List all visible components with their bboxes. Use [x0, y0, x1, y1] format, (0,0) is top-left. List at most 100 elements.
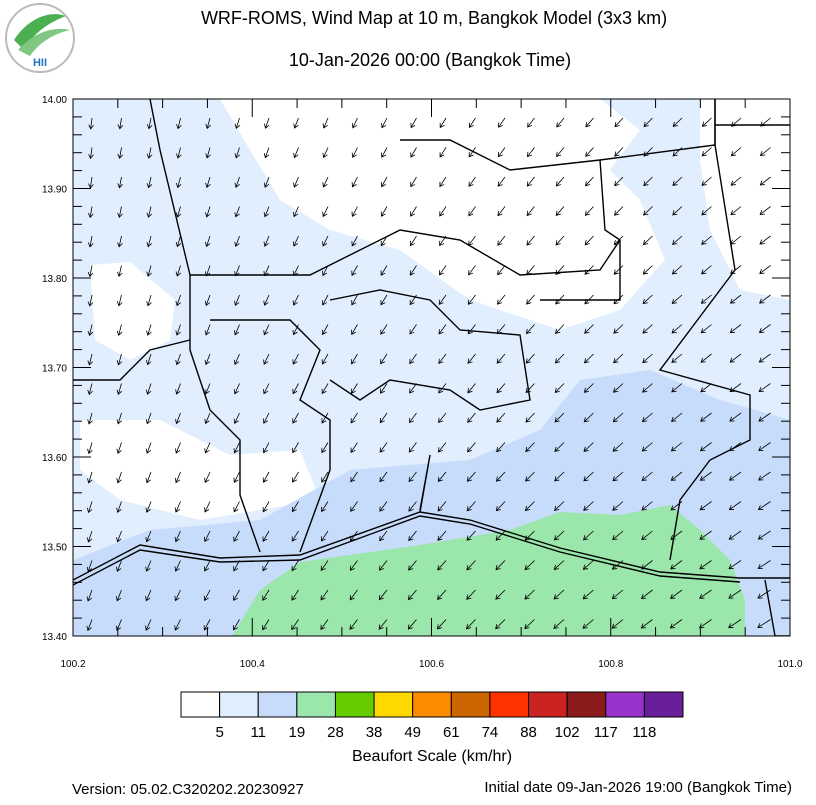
wind-arrow: [467, 324, 476, 335]
wind-arrow: [466, 619, 476, 630]
colorbar-tick-label: 49: [404, 724, 421, 741]
wind-arrow: [409, 353, 417, 365]
logo-text: HII: [33, 57, 47, 69]
wind-arrow: [641, 530, 653, 541]
wind-arrow: [584, 265, 594, 275]
wind-arrow: [175, 235, 182, 248]
colorbar-tick-label: 5: [215, 724, 223, 741]
wind-arrow: [381, 147, 388, 158]
wind-arrow: [262, 471, 270, 483]
wind-arrow: [175, 353, 181, 366]
wind-arrow: [87, 324, 94, 337]
wind-arrow: [349, 589, 358, 601]
wind-arrow: [642, 383, 653, 393]
wind-arrow: [175, 206, 182, 218]
wind-arrow: [145, 383, 152, 395]
wind-arrow: [117, 265, 123, 278]
wind-arrow: [526, 294, 535, 305]
wind-arrow: [730, 206, 742, 216]
wind-arrow: [640, 589, 653, 600]
colorbar-box: [450, 691, 491, 718]
wind-arrow: [585, 176, 594, 187]
wind-arrow: [495, 471, 506, 482]
colorbar-label: Beaufort Scale (km/hr): [352, 748, 512, 765]
wind-arrow: [116, 412, 122, 425]
wind-arrow: [409, 383, 417, 394]
wind-arrow: [321, 294, 329, 306]
wind-arrow: [700, 265, 712, 275]
wind-arrow: [145, 442, 152, 454]
wind-arrow: [87, 383, 93, 396]
y-tick-label: 13.70: [42, 364, 67, 375]
wind-arrow: [145, 530, 152, 543]
wind-arrow: [438, 353, 447, 365]
wind-arrow: [117, 235, 123, 248]
wind-arrow: [553, 530, 565, 541]
wind-arrow: [496, 442, 506, 453]
wind-arrow: [175, 442, 181, 454]
colorbar-tick-label: 117: [594, 724, 618, 741]
wind-arrow: [351, 353, 358, 365]
wind-arrow: [321, 324, 329, 336]
wind-arrow: [584, 206, 594, 216]
wind-arrow: [379, 442, 388, 453]
wind-arrow: [117, 206, 123, 219]
wind-arrow: [672, 235, 683, 245]
wind-arrow: [698, 619, 712, 629]
wind-arrow: [757, 589, 771, 599]
wind-arrow: [87, 412, 93, 425]
colorbar-tick-label: 38: [366, 724, 383, 741]
wind-arrow: [554, 471, 565, 482]
wind-arrow: [439, 147, 447, 158]
wind-arrow: [700, 412, 712, 422]
wind-arrow: [87, 235, 94, 248]
wind-arrow: [467, 353, 476, 364]
wind-arrow: [176, 147, 182, 159]
wind-arrow: [322, 265, 329, 277]
wind-arrow: [699, 442, 712, 452]
wind-arrow: [234, 176, 240, 189]
wind-arrow: [291, 501, 299, 513]
wind-arrow: [671, 412, 683, 422]
wind-arrow: [292, 471, 299, 483]
wind-arrow: [642, 235, 653, 246]
wind-arrow: [351, 176, 358, 188]
wind-arrow: [407, 589, 417, 601]
wind-arrow: [292, 206, 299, 218]
boundaries: [73, 99, 790, 636]
wind-arrow: [205, 206, 211, 218]
wind-arrow: [232, 619, 240, 631]
wind-arrow: [407, 619, 417, 630]
wind-arrow: [582, 619, 594, 629]
wind-arrow: [145, 501, 152, 513]
colorbar-tick-label: 118: [632, 724, 656, 741]
wind-arrow: [613, 353, 624, 364]
wind-arrow: [263, 206, 270, 218]
wind-arrow: [672, 147, 683, 157]
wind-arrow: [554, 383, 565, 393]
map: [73, 99, 790, 636]
wind-arrow: [584, 235, 594, 246]
wind-arrow: [728, 530, 742, 540]
wind-arrow: [642, 294, 653, 305]
wind-arrow: [495, 501, 506, 512]
y-tick-label: 13.50: [42, 543, 67, 554]
wind-arrow: [553, 589, 565, 600]
wind-arrow: [174, 530, 181, 543]
wind-arrow: [496, 383, 506, 394]
wind-arrow: [88, 147, 94, 160]
wind-arrow: [438, 265, 447, 276]
wind-arrow: [700, 353, 712, 363]
wind-arrow: [759, 176, 771, 186]
wind-arrow: [757, 530, 771, 540]
colorbar-tick-label: 11: [250, 724, 266, 741]
wind-arrow: [438, 324, 447, 335]
wind-arrow: [87, 353, 93, 366]
wind-arrow: [759, 147, 771, 157]
colorbar-box: [643, 691, 684, 718]
wind-arrow: [175, 294, 181, 307]
wind-arrow: [525, 442, 535, 453]
wind-arrow: [495, 560, 506, 571]
wind-arrow: [671, 353, 683, 363]
wind-arrow: [233, 442, 240, 454]
